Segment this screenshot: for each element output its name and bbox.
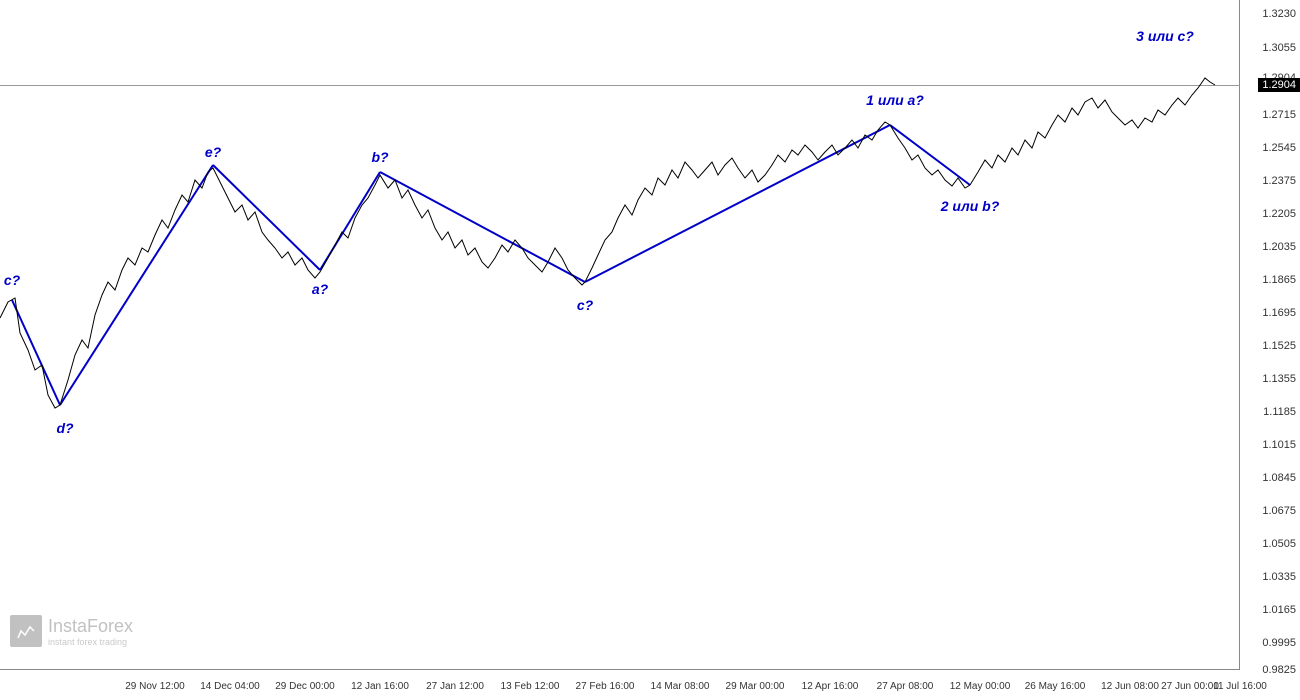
y-tick: 1.2035 bbox=[1262, 241, 1296, 253]
y-tick: 1.3055 bbox=[1262, 42, 1296, 54]
wave-line bbox=[213, 165, 320, 270]
x-tick: 14 Dec 04:00 bbox=[200, 681, 260, 692]
y-tick: 1.2715 bbox=[1262, 109, 1296, 121]
y-tick: 1.1355 bbox=[1262, 373, 1296, 385]
x-tick: 12 Apr 16:00 bbox=[802, 681, 859, 692]
wave-line bbox=[890, 125, 970, 185]
x-tick: 26 May 16:00 bbox=[1025, 681, 1086, 692]
wave-label: b? bbox=[371, 149, 388, 165]
wave-label: e? bbox=[205, 144, 221, 160]
y-tick: 1.3230 bbox=[1262, 8, 1296, 20]
y-tick: 1.0675 bbox=[1262, 505, 1296, 517]
wave-label: 2 или b? bbox=[941, 198, 999, 214]
wave-line bbox=[60, 165, 213, 405]
x-tick: 29 Dec 00:00 bbox=[275, 681, 335, 692]
y-tick: 1.0505 bbox=[1262, 538, 1296, 550]
y-tick: 1.0165 bbox=[1262, 604, 1296, 616]
y-tick: 1.0335 bbox=[1262, 571, 1296, 583]
x-tick: 11 Jul 16:00 bbox=[1213, 681, 1267, 692]
price-chart-svg bbox=[0, 0, 1240, 670]
watermark-text-wrap: InstaForex instant forex trading bbox=[48, 616, 133, 647]
wave-label: c? bbox=[4, 272, 20, 288]
x-tick: 27 Jun 00:00 bbox=[1161, 681, 1219, 692]
wave-line bbox=[12, 300, 60, 405]
plot-area: InstaForex instant forex trading c? d? e? a… bbox=[0, 0, 1240, 670]
x-tick: 12 May 00:00 bbox=[950, 681, 1011, 692]
watermark-icon bbox=[10, 615, 42, 647]
wave-label: 1 или a? bbox=[866, 92, 924, 108]
y-tick: 1.1015 bbox=[1262, 439, 1296, 451]
y-tick: 1.1525 bbox=[1262, 340, 1296, 352]
y-tick: 1.2545 bbox=[1262, 142, 1296, 154]
x-axis: 29 Nov 12:00 14 Dec 04:00 29 Dec 00:00 12 J… bbox=[0, 670, 1240, 700]
y-tick: 1.2205 bbox=[1262, 208, 1296, 220]
price-path bbox=[0, 78, 1215, 408]
watermark-subtitle: instant forex trading bbox=[48, 637, 133, 647]
y-tick: 1.1185 bbox=[1263, 406, 1296, 418]
y-axis: 1.3230 1.3055 1.2904 1.2715 1.2545 1.2375 1.22… bbox=[1240, 0, 1300, 670]
wave-label: c? bbox=[577, 297, 593, 313]
y-tick: 0.9825 bbox=[1262, 664, 1296, 676]
x-tick: 27 Apr 08:00 bbox=[877, 681, 934, 692]
y-tick: 1.2375 bbox=[1262, 175, 1296, 187]
wave-label: a? bbox=[312, 281, 328, 297]
watermark-text: InstaForex bbox=[48, 616, 133, 637]
current-price-label: 1.2904 bbox=[1258, 78, 1300, 92]
wave-lines-group bbox=[12, 125, 970, 405]
x-tick: 27 Feb 16:00 bbox=[576, 681, 635, 692]
x-tick: 29 Nov 12:00 bbox=[125, 681, 185, 692]
y-tick: 0.9995 bbox=[1262, 637, 1296, 649]
x-tick: 12 Jan 16:00 bbox=[351, 681, 409, 692]
x-tick: 29 Mar 00:00 bbox=[726, 681, 785, 692]
x-tick: 13 Feb 12:00 bbox=[501, 681, 560, 692]
chart-container: InstaForex instant forex trading c? d? e? a… bbox=[0, 0, 1300, 700]
x-tick: 12 Jun 08:00 bbox=[1101, 681, 1159, 692]
x-tick: 14 Mar 08:00 bbox=[651, 681, 710, 692]
x-tick: 27 Jan 12:00 bbox=[426, 681, 484, 692]
wave-label: d? bbox=[56, 420, 73, 436]
watermark: InstaForex instant forex trading bbox=[10, 615, 133, 647]
y-tick: 1.0845 bbox=[1262, 472, 1296, 484]
wave-line bbox=[380, 172, 585, 282]
wave-label: 3 или c? bbox=[1136, 28, 1194, 44]
y-tick: 1.1865 bbox=[1262, 274, 1296, 286]
y-tick: 1.1695 bbox=[1262, 307, 1296, 319]
